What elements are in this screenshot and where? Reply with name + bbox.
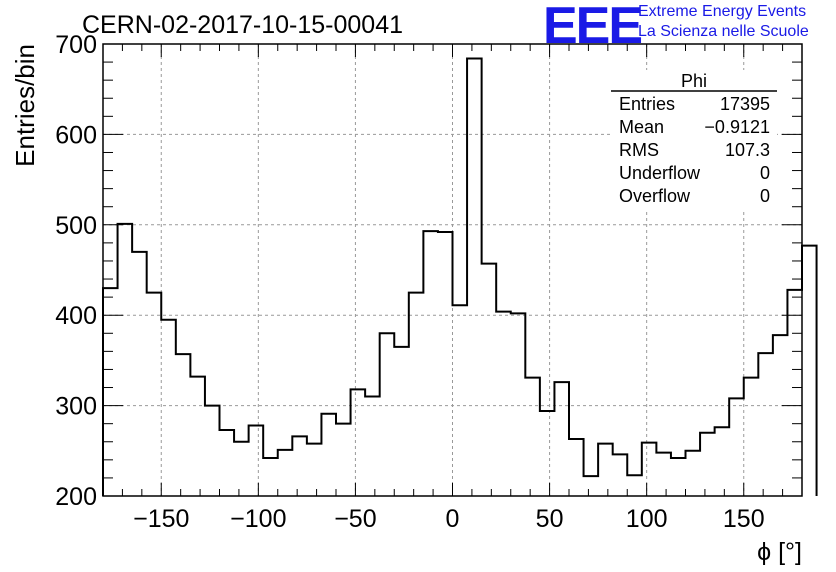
- x-tick-label: 100: [626, 505, 668, 533]
- histogram-bin: [584, 476, 599, 496]
- histogram-bin: [234, 442, 249, 496]
- histogram-bin: [467, 58, 482, 496]
- histogram-bin: [700, 433, 715, 496]
- histogram-bin: [758, 353, 773, 496]
- stats-label: Mean: [619, 117, 664, 137]
- y-axis-label: Entries/bin: [10, 44, 40, 167]
- histogram-bin: [642, 443, 657, 496]
- histogram-bin: [525, 378, 540, 496]
- x-tick-label: −50: [334, 505, 376, 533]
- histogram-bin: [438, 232, 453, 496]
- histogram-bin: [394, 347, 409, 496]
- histogram-bin: [787, 290, 802, 496]
- histogram-bin: [190, 377, 205, 496]
- stats-value: 107.3: [725, 140, 770, 160]
- logo-line-1: Extreme Energy Events: [638, 3, 807, 20]
- x-axis-label: ϕ [°]: [757, 538, 802, 566]
- histogram-bin: [263, 458, 278, 496]
- histogram-bin: [686, 451, 701, 496]
- stats-value: 17395: [720, 94, 770, 114]
- eee-logo: EEE: [543, 0, 643, 55]
- tick-marks: [102, 43, 803, 497]
- histogram-bin: [554, 382, 569, 496]
- histogram-bin: [802, 246, 817, 496]
- stats-value: −0.9121: [704, 117, 770, 137]
- stats-value: 0: [760, 186, 770, 206]
- stats-label: Underflow: [619, 163, 701, 183]
- histogram-bin: [613, 454, 628, 496]
- histogram-bin: [627, 475, 642, 496]
- histogram-bin: [205, 406, 220, 496]
- histogram-bin: [423, 231, 438, 496]
- histogram-bin: [598, 444, 613, 496]
- x-tick-label: 50: [536, 505, 564, 533]
- stats-box: [611, 70, 777, 210]
- histogram-bin: [147, 293, 162, 496]
- histogram-bin: [569, 439, 584, 496]
- histogram-bin: [278, 450, 293, 496]
- stats-value: 0: [760, 163, 770, 183]
- histogram-line: [102, 57, 818, 496]
- histogram-bin: [511, 313, 526, 496]
- histogram-bin: [351, 389, 366, 496]
- histogram-bin: [656, 453, 671, 496]
- x-tick-label: 150: [723, 505, 765, 533]
- histogram-bin: [336, 424, 351, 496]
- x-tick-label: −150: [133, 505, 189, 533]
- histogram-bin: [249, 425, 264, 496]
- histogram-bin: [307, 444, 322, 496]
- histogram-bin: [482, 264, 497, 496]
- histogram-bin: [773, 335, 788, 496]
- histogram-bin: [132, 252, 147, 496]
- histogram-bin: [744, 378, 759, 496]
- histogram-bin: [292, 436, 307, 496]
- stats-label: Overflow: [619, 186, 691, 206]
- histogram-bin: [118, 224, 133, 496]
- chart-title: CERN-02-2017-10-15-00041: [82, 11, 404, 39]
- stats-label: RMS: [619, 140, 659, 160]
- histogram-bin: [496, 312, 511, 496]
- histogram-bin: [671, 458, 686, 496]
- histogram-bin: [380, 333, 395, 496]
- y-tick-label: 400: [55, 302, 97, 330]
- y-tick-label: 700: [55, 31, 97, 59]
- histogram-bin: [409, 293, 424, 496]
- stats-label: Entries: [619, 94, 675, 114]
- histogram-bin: [321, 414, 336, 496]
- histogram-bin: [103, 288, 118, 496]
- histogram-bin: [220, 430, 235, 496]
- y-tick-label: 200: [55, 483, 97, 511]
- stats-title: Phi: [681, 71, 707, 91]
- y-tick-label: 500: [55, 212, 97, 240]
- histogram-bin: [540, 411, 555, 496]
- histogram-bin: [453, 305, 468, 496]
- histogram-bin: [365, 397, 380, 496]
- y-tick-label: 600: [55, 121, 97, 149]
- histogram-bin: [161, 320, 176, 496]
- y-tick-label: 300: [55, 393, 97, 421]
- histogram-bin: [729, 398, 744, 496]
- x-tick-label: −100: [230, 505, 286, 533]
- logo-line-2: La Scienza nelle Scuole: [638, 23, 809, 40]
- x-tick-label: 0: [446, 505, 460, 533]
- histogram-bin: [176, 354, 191, 496]
- histogram-bin: [715, 427, 730, 496]
